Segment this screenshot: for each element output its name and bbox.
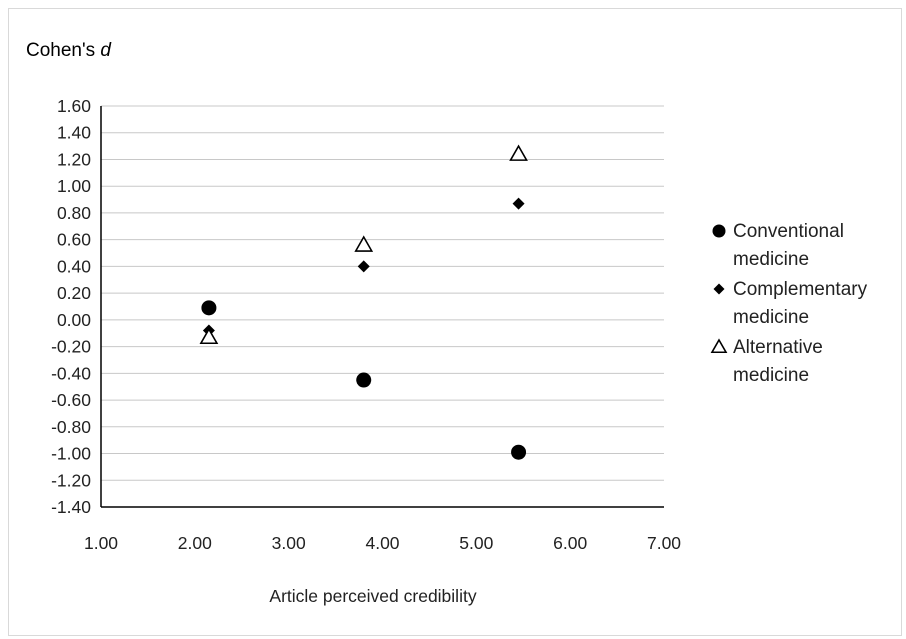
legend-item: Complementary medicine	[713, 279, 868, 328]
legend: Conventional medicine Complementary medicin…	[710, 221, 868, 386]
data-point-circle	[511, 444, 527, 460]
x-tick-label: 1.00	[84, 533, 118, 553]
y-tick-label: -1.00	[51, 444, 91, 464]
y-tick-label: 0.40	[57, 256, 91, 276]
y-tick-label: -0.60	[51, 390, 91, 410]
legend-item: Alternative medicine	[710, 337, 823, 386]
legend-label: Alternative	[733, 337, 823, 358]
data-point-triangle-open	[354, 235, 374, 252]
y-tick-label: 1.00	[57, 176, 91, 196]
y-tick-label: 1.40	[57, 123, 91, 143]
data-points	[199, 144, 528, 460]
y-tick-labels: 1.60 1.40 1.20 1.00 0.80 0.60 0.40 0.20 0.00 -0.2…	[51, 96, 91, 517]
y-tick-label: -1.40	[51, 497, 91, 517]
scatter-chart: Cohen's d 1.60 1.40 1.20 1.00 0.80 0.60 0.40 0.…	[26, 40, 868, 606]
legend-label: Conventional	[733, 221, 844, 242]
legend-label: medicine	[733, 249, 809, 270]
data-point-triangle-open	[199, 327, 219, 345]
x-tick-label: 7.00	[647, 533, 681, 553]
y-tick-label: -1.20	[51, 470, 91, 490]
data-point-diamond	[512, 197, 525, 210]
legend-marker-circle	[712, 224, 726, 238]
x-tick-label: 6.00	[553, 533, 587, 553]
y-tick-label: 0.80	[57, 203, 91, 223]
x-tick-label: 5.00	[459, 533, 493, 553]
data-point-circle	[201, 300, 217, 316]
y-tick-label: 0.60	[57, 230, 91, 250]
legend-label: medicine	[733, 365, 809, 386]
data-point-circle	[356, 372, 372, 388]
y-tick-label: 0.20	[57, 283, 91, 303]
x-axis-title: Article perceived credibility	[269, 586, 476, 606]
legend-label: Complementary	[733, 279, 868, 300]
legend-marker-triangle-open	[710, 338, 728, 354]
y-tick-label: 0.00	[57, 310, 91, 330]
y-axis-title: Cohen's d	[26, 40, 112, 61]
x-tick-label: 2.00	[178, 533, 212, 553]
axes	[100, 106, 664, 508]
data-point-diamond	[357, 260, 370, 273]
y-tick-label: -0.20	[51, 337, 91, 357]
x-tick-labels: 1.00 2.00 3.00 4.00 5.00 6.00 7.00	[84, 533, 681, 553]
gridlines	[101, 105, 664, 481]
legend-marker-diamond	[713, 283, 725, 295]
data-point-triangle-open	[509, 144, 528, 161]
chart-frame: Cohen's d 1.60 1.40 1.20 1.00 0.80 0.60 0.40 0.…	[8, 8, 902, 636]
y-tick-label: 1.20	[57, 149, 91, 169]
x-tick-label: 4.00	[365, 533, 399, 553]
y-tick-label: -0.80	[51, 417, 91, 437]
y-tick-label: -0.40	[51, 363, 91, 383]
x-tick-label: 3.00	[272, 533, 306, 553]
legend-item: Conventional medicine	[712, 221, 844, 270]
legend-label: medicine	[733, 307, 809, 328]
y-tick-label: 1.60	[57, 96, 91, 116]
